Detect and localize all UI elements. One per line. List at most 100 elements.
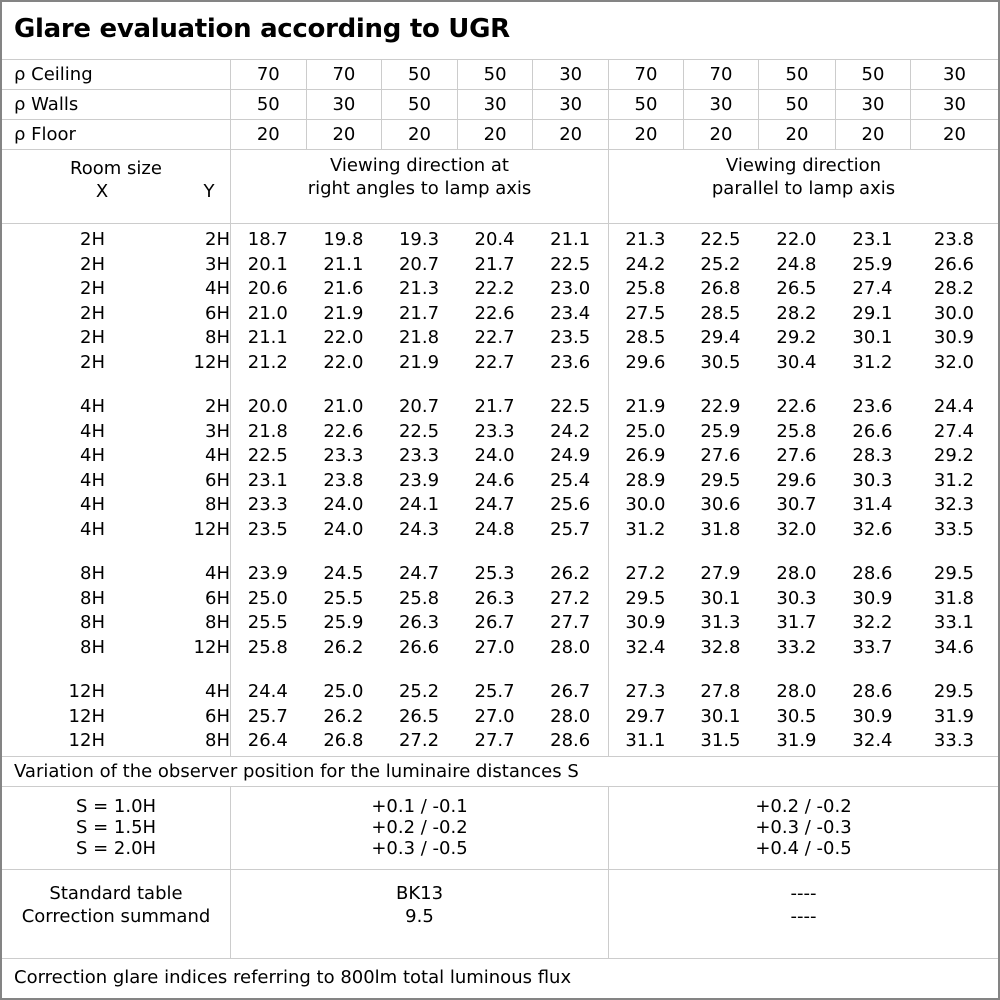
s-variation-section: S = 1.0H S = 1.5H S = 2.0H +0.1 / -0.1 +0.2… <box>2 787 998 870</box>
ugr-table-row: 12H 4H 24.4 25.0 25.2 25.7 26.7 27.3 27.8 28.0 28.… <box>2 680 998 705</box>
ugr-value-cell: 27.4 <box>852 278 893 299</box>
reflectance-value-cell: 50 <box>757 90 835 119</box>
ugr-value-cell: 23.3 <box>398 445 440 466</box>
ugr-value-cell: 23.9 <box>247 563 288 584</box>
ugr-value-cell: 24.0 <box>474 445 515 466</box>
ugr-value-cell: 22.6 <box>323 420 364 442</box>
ugr-value-cell: 26.8 <box>700 278 741 299</box>
room-x-cell: 2H <box>80 327 105 348</box>
room-x-cell: 4H <box>80 396 105 417</box>
ugr-value-cell: 30.0 <box>625 494 666 515</box>
ugr-value-cell: 30.3 <box>776 587 817 609</box>
standard-table-value: 9.5 <box>405 905 434 927</box>
reflectance-value-cell: 20 <box>456 120 533 149</box>
ugr-value-cell: 30.3 <box>852 469 893 491</box>
ugr-table-row: 8H 12H 25.8 26.2 26.6 27.0 28.0 32.4 32.8 33.2 33.… <box>2 636 998 661</box>
standard-table-label: Correction summand <box>21 905 211 927</box>
ugr-value-cell: 30.5 <box>776 705 817 727</box>
ugr-value-cell: 22.6 <box>474 302 515 324</box>
ugr-value-cell: 20.7 <box>398 253 440 275</box>
standard-table-values-right-angles: BK13 9.5 <box>230 870 608 958</box>
reflectance-value-cell: 30 <box>305 90 382 119</box>
header-line: Viewing direction at <box>330 155 509 176</box>
ugr-value-cell: 29.6 <box>776 469 817 491</box>
ugr-table-row: 8H 6H 25.0 25.5 25.8 26.3 27.2 29.5 30.1 30.3 30.9… <box>2 587 998 612</box>
ugr-table-row: 2H 12H 21.2 22.0 21.9 22.7 23.6 29.6 30.5 30.4 31.… <box>2 351 998 376</box>
reflectance-value-cell: 50 <box>381 90 457 119</box>
reflectance-value-cell: 30 <box>909 60 998 89</box>
header-line: Viewing direction <box>725 155 882 176</box>
ugr-value-cell: 32.4 <box>625 636 666 658</box>
ugr-value-cell: 24.6 <box>474 469 515 491</box>
ugr-value-cell: 27.9 <box>700 563 741 584</box>
ugr-value-cell: 21.3 <box>398 278 440 299</box>
room-y-cell: 12H <box>193 351 230 373</box>
ugr-value-cell: 23.1 <box>852 229 893 250</box>
ugr-value-cell: 24.2 <box>550 420 591 442</box>
ugr-value-cell: 28.6 <box>852 563 893 584</box>
ugr-value-cell: 27.5 <box>625 302 666 324</box>
ugr-value-cell: 23.3 <box>247 494 288 515</box>
group-spacer <box>2 375 998 395</box>
room-x-cell: 12H <box>68 681 105 702</box>
ugr-value-cell: 30.9 <box>852 587 893 609</box>
ugr-value-cell: 22.5 <box>247 445 288 466</box>
ugr-value-cell: 24.9 <box>550 445 591 466</box>
ugr-value-cell: 25.7 <box>247 705 288 727</box>
room-y-cell: 4H <box>205 681 230 702</box>
ugr-value-cell: 28.6 <box>852 681 893 702</box>
ugr-value-cell: 21.8 <box>398 327 440 348</box>
room-y-cell: 2H <box>205 396 230 417</box>
ugr-value-cell: 21.0 <box>247 302 288 324</box>
room-x-cell: 4H <box>80 445 105 466</box>
ugr-value-cell: 21.9 <box>323 302 364 324</box>
ugr-value-cell: 26.7 <box>550 681 591 702</box>
reflectance-row-label: ρ Ceiling <box>14 64 93 85</box>
room-x-cell: 8H <box>80 563 105 584</box>
standard-table-labels: Standard table Correction summand <box>2 870 230 958</box>
s-variation-value: +0.3 / -0.3 <box>755 817 852 838</box>
ugr-value-cell: 21.1 <box>247 327 288 348</box>
ugr-value-cell: 32.6 <box>852 518 893 540</box>
column-divider <box>230 224 231 756</box>
ugr-value-cell: 29.2 <box>933 445 974 466</box>
ugr-value-cell: 32.3 <box>933 494 974 515</box>
reflectance-value-cell: 70 <box>607 60 683 89</box>
room-x-cell: 8H <box>80 587 105 609</box>
ugr-value-cell: 24.0 <box>323 518 364 540</box>
ugr-table-row: 2H 4H 20.6 21.6 21.3 22.2 23.0 25.8 26.8 26.5 27.4… <box>2 277 998 302</box>
ugr-table-row: 4H 2H 20.0 21.0 20.7 21.7 22.5 21.9 22.9 22.6 23.6… <box>2 395 998 420</box>
s-variation-value: +0.1 / -0.1 <box>371 796 468 817</box>
room-y-cell: 6H <box>205 302 230 324</box>
s-distance-label: S = 1.5H <box>75 817 157 838</box>
ugr-value-cell: 28.5 <box>625 327 666 348</box>
reflectance-value-cell: 30 <box>682 90 758 119</box>
ugr-value-cell: 23.5 <box>550 327 591 348</box>
reflectance-value-cell: 50 <box>230 90 306 119</box>
ugr-value-cell: 21.3 <box>625 229 666 250</box>
ugr-value-cell: 31.1 <box>625 730 666 751</box>
room-y-cell: 12H <box>193 636 230 658</box>
ugr-value-cell: 24.0 <box>323 494 364 515</box>
ugr-value-cell: 26.8 <box>323 730 364 751</box>
ugr-value-cell: 31.2 <box>625 518 666 540</box>
ugr-value-cell: 30.1 <box>700 587 741 609</box>
reflectance-row-label: ρ Walls <box>14 94 79 115</box>
ugr-value-cell: 22.9 <box>700 396 741 417</box>
ugr-value-cell: 21.1 <box>550 229 591 250</box>
ugr-value-cell: 22.0 <box>323 327 364 348</box>
ugr-value-cell: 27.0 <box>474 636 515 658</box>
ugr-value-cell: 31.9 <box>776 730 817 751</box>
ugr-value-cell: 22.7 <box>474 351 515 373</box>
ugr-value-cell: 27.6 <box>776 445 817 466</box>
header-line: parallel to lamp axis <box>711 178 896 199</box>
ugr-value-cell: 25.8 <box>247 636 288 658</box>
ugr-value-cell: 32.0 <box>933 351 974 373</box>
ugr-table-row: 4H 4H 22.5 23.3 23.3 24.0 24.9 26.9 27.6 27.6 28.3… <box>2 444 998 469</box>
ugr-value-cell: 24.7 <box>474 494 515 515</box>
ugr-value-cell: 23.0 <box>550 278 591 299</box>
ugr-value-cell: 30.9 <box>852 705 893 727</box>
ugr-value-cell: 27.0 <box>474 705 515 727</box>
standard-table-label: Standard table <box>49 883 183 904</box>
standard-table-values-parallel: ---- ---- <box>608 870 998 958</box>
